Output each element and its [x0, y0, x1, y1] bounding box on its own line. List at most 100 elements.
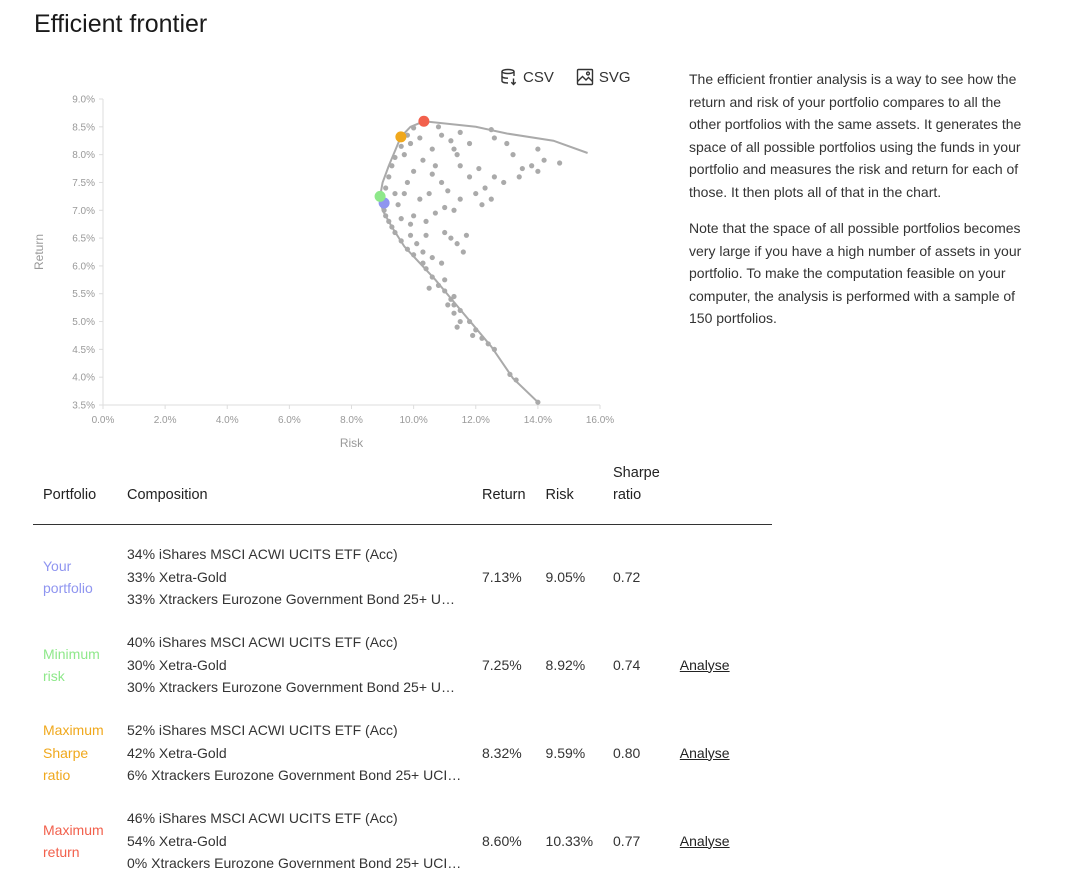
composition-line: 33% Xetra-Gold: [127, 568, 227, 585]
portfolio-point: [389, 224, 395, 230]
y-tick-label: 4.0%: [72, 373, 95, 384]
sharpe-cell: 0.77: [613, 832, 641, 849]
y-tick-label: 6.0%: [72, 261, 95, 272]
table-row: Your portfolio 34% iShares MSCI ACWI UCITS…: [33, 525, 772, 622]
efficient-frontier-chart: 3.5% 4.0% 4.5% 5.0% 5.5% 6.0% 6.5% 7.0% 7.5% 8.0%…: [32, 95, 614, 451]
portfolio-point: [473, 190, 479, 197]
portfolio-point: [432, 163, 438, 169]
y-tick-label: 7.5%: [72, 178, 95, 189]
portfolio-point: [466, 318, 473, 325]
maximum-return-point: [418, 115, 430, 127]
table-header-row: Portfolio Composition Return Risk Sharpe…: [33, 462, 772, 525]
table-row: Maximum return 46% iShares MSCI ACWI UCITS…: [33, 797, 772, 885]
portfolio-point: [541, 157, 547, 163]
portfolio-point: [445, 302, 451, 308]
portfolio-point: [457, 196, 463, 202]
portfolio-name-line: portfolio: [43, 580, 93, 596]
portfolio-point: [404, 246, 411, 252]
portfolio-point: [485, 341, 491, 347]
portfolio-point: [460, 249, 466, 255]
portfolio-name-line: ratio: [43, 767, 71, 784]
y-tick-label: 9.0%: [72, 95, 95, 106]
portfolio-point: [438, 179, 445, 186]
portfolio-point: [401, 190, 407, 197]
composition-line: 30% Xtrackers Eurozone Government Bond 2…: [127, 679, 456, 696]
action-cell: Analyse: [670, 709, 772, 797]
portfolio-point: [535, 399, 541, 405]
portfolio-point: [429, 274, 435, 280]
analyse-link[interactable]: Analyse: [679, 832, 730, 849]
image-icon: [576, 68, 594, 86]
description: The efficient frontier analysis is a way…: [689, 68, 1034, 344]
x-tick-label: 8.0%: [340, 415, 363, 426]
portfolio-point: [457, 129, 463, 135]
composition-line: 46% iShares MSCI ACWI UCITS ETF (Acc): [127, 810, 398, 827]
x-tick-label: 2.0%: [154, 415, 177, 426]
analyse-link[interactable]: Analyse: [679, 656, 730, 673]
portfolio-point: [392, 229, 398, 236]
portfolio-point: [383, 213, 389, 219]
portfolio-point: [383, 185, 389, 191]
portfolio-point: [442, 204, 448, 211]
composition-line: 34% iShares MSCI ACWI UCITS ETF (Acc): [127, 546, 398, 563]
action-cell: [670, 525, 772, 622]
portfolio-point: [435, 282, 442, 288]
y-tick-label: 5.0%: [72, 317, 95, 328]
portfolio-point: [510, 152, 516, 158]
export-csv-button[interactable]: CSV: [500, 68, 554, 86]
table-row: Maximum Sharpe ratio 52% iShares MSCI ACWI …: [33, 709, 772, 797]
portfolio-point: [420, 249, 426, 255]
portfolio-point: [411, 168, 417, 174]
composition-line: 0% Xtrackers Eurozone Government Bond 25…: [127, 855, 462, 872]
portfolio-point: [429, 171, 435, 177]
export-svg-button[interactable]: SVG: [576, 68, 631, 86]
portfolio-name-line: Maximum: [43, 722, 104, 739]
x-tick-label: 0.0%: [92, 415, 115, 426]
composition-line: 54% Xetra-Gold: [127, 832, 227, 849]
portfolio-point: [398, 238, 404, 244]
return-cell: 8.60%: [482, 832, 522, 849]
composition-cell: 40% iShares MSCI ACWI UCITS ETF (Acc) 30%…: [117, 621, 472, 709]
portfolio-point: [488, 127, 494, 133]
portfolio-point: [438, 260, 445, 266]
header-sharpe: Sharpe ratio: [603, 462, 670, 525]
portfolio-name-line: return: [43, 844, 80, 860]
portfolio-point: [445, 188, 451, 194]
portfolio-name-line: Sharpe: [43, 744, 89, 761]
portfolio-point: [420, 157, 426, 163]
portfolio-point: [535, 146, 541, 152]
portfolio-point: [426, 190, 432, 197]
header-return: Return: [472, 462, 536, 525]
portfolio-point: [398, 143, 404, 149]
portfolio-point: [479, 335, 485, 341]
portfolio-point: [466, 174, 473, 180]
portfolio-point: [420, 260, 426, 266]
composition-line: 30% Xetra-Gold: [127, 656, 227, 673]
portfolio-point: [395, 202, 401, 208]
portfolio-point: [491, 346, 497, 352]
risk-cell: 10.33%: [545, 832, 594, 849]
composition-line: 42% Xetra-Gold: [127, 744, 227, 761]
x-tick-label: 12.0%: [462, 415, 490, 426]
risk-cell: 9.05%: [545, 568, 586, 585]
x-tick-label: 6.0%: [278, 415, 301, 426]
description-paragraph-2: Note that the space of all possible port…: [689, 220, 1022, 326]
portfolio-point: [423, 232, 429, 238]
portfolio-point: [529, 163, 535, 169]
portfolio-point: [451, 207, 457, 213]
portfolio-name-cell: Minimum risk: [33, 621, 117, 709]
portfolio-point: [513, 377, 519, 383]
analyse-link[interactable]: Analyse: [679, 744, 730, 761]
portfolio-point: [519, 165, 525, 172]
portfolio-point: [488, 196, 494, 202]
portfolio-point: [454, 241, 460, 247]
portfolio-point: [417, 135, 423, 141]
portfolio-point: [451, 293, 457, 300]
portfolio-point: [463, 232, 470, 238]
portfolio-point: [507, 371, 513, 377]
action-cell: Analyse: [670, 797, 772, 885]
header-portfolio: Portfolio: [33, 462, 117, 525]
header-composition: Composition: [117, 462, 472, 525]
portfolio-point: [423, 218, 429, 224]
results-table: Portfolio Composition Return Risk Sharpe…: [33, 462, 772, 885]
